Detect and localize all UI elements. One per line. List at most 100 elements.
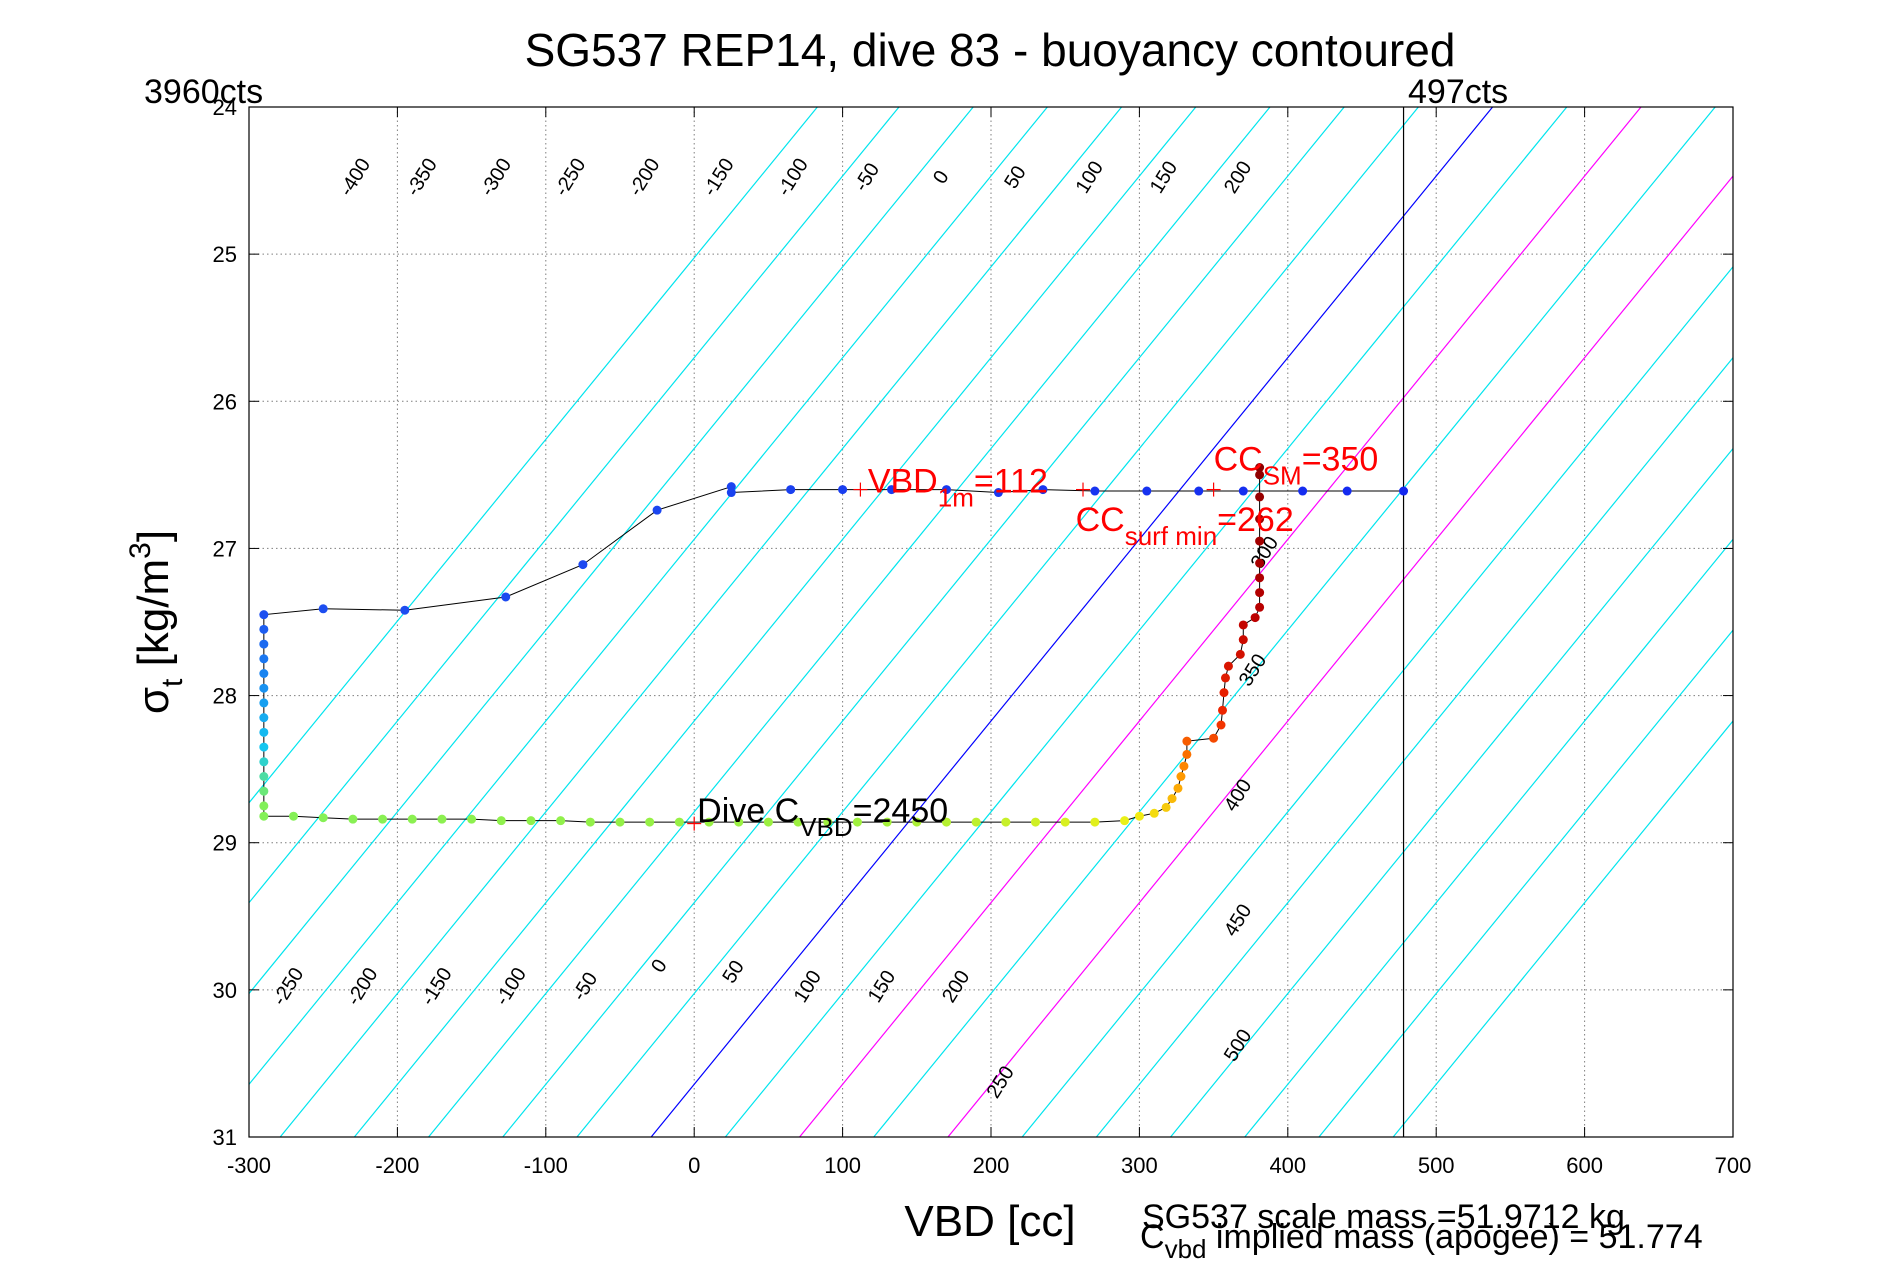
profile-point — [259, 683, 269, 693]
profile-point — [259, 727, 269, 737]
profile-point — [1031, 817, 1041, 827]
contour-line — [1021, 265, 1733, 1137]
profile-point — [1149, 808, 1159, 818]
profile-point — [259, 698, 269, 708]
profile-point — [259, 786, 269, 796]
profile-point — [259, 757, 269, 767]
contour-line — [353, 107, 1197, 1137]
y-label-rest: [kg/m — [129, 559, 178, 679]
profile-point — [1342, 486, 1352, 496]
profile-point — [437, 814, 447, 824]
annotation-main: VBD — [868, 463, 938, 501]
profile-point — [259, 639, 269, 649]
profile-point — [259, 713, 269, 723]
contour-line — [947, 175, 1733, 1137]
profile-point — [1255, 558, 1265, 568]
implied-sub: vbd — [1165, 1234, 1207, 1262]
profile-point — [1218, 705, 1228, 715]
y-tick-label: 29 — [213, 831, 237, 856]
profile-point — [1001, 817, 1011, 827]
reference-marker — [687, 816, 702, 831]
profile-point — [259, 669, 269, 678]
annotation-sub: SM — [1263, 460, 1302, 490]
corner-label-left: 3960cts — [144, 73, 263, 111]
profile-point — [1142, 486, 1152, 496]
profile-point — [526, 816, 536, 826]
profile-point — [887, 485, 897, 495]
contour-label: -400 — [46, 964, 86, 1010]
profile-point — [763, 817, 773, 827]
profile-point — [1399, 486, 1409, 496]
profile-point — [1194, 486, 1204, 496]
profile-point — [1090, 817, 1100, 827]
x-tick-label: 200 — [973, 1153, 1010, 1178]
profile-point — [407, 814, 417, 824]
contour-line — [1244, 538, 1733, 1137]
profile-point — [259, 772, 269, 781]
contour-line — [724, 107, 1568, 1137]
x-tick-label: 400 — [1269, 1153, 1306, 1178]
y-axis-label: σt [kg/m3] — [124, 530, 189, 714]
contour-line — [249, 107, 818, 804]
annotation-main: CC — [1214, 440, 1263, 478]
contour-line — [502, 107, 1345, 1137]
y-tick-label: 24 — [213, 95, 237, 120]
x-axis-label: VBD [cc] — [904, 1197, 1075, 1246]
contour-line — [1318, 629, 1733, 1137]
profile-point — [259, 801, 269, 811]
contour-line — [1392, 720, 1733, 1137]
profile-point — [823, 817, 833, 827]
profile-point — [1255, 514, 1265, 524]
profile-point — [1167, 794, 1177, 804]
profile-point — [1250, 613, 1260, 623]
x-tick-label: 700 — [1715, 1153, 1752, 1178]
annotation-sub: surf min — [1125, 521, 1217, 551]
profile-point — [259, 654, 269, 664]
annotation-tail: =112 — [974, 463, 1048, 501]
corner-label-right: 497cts — [1408, 73, 1508, 111]
y-label-sup: 3 — [124, 542, 157, 559]
implied-rest: implied mass (apogee) = 51.774 — [1206, 1218, 1702, 1256]
profile-point — [501, 592, 511, 602]
profile-point — [1219, 688, 1229, 698]
profile-point — [1238, 620, 1248, 630]
annotation-main: CC — [1076, 501, 1125, 539]
contour-line — [1095, 356, 1733, 1137]
profile-point — [1255, 588, 1265, 598]
reference-markers — [687, 482, 1221, 831]
contour-line — [428, 107, 1271, 1137]
x-tick-label: -300 — [227, 1153, 271, 1178]
reference-marker — [1076, 482, 1091, 497]
profile-point — [1038, 485, 1048, 495]
profile-point — [259, 624, 269, 634]
annotation-cc-surf-min: CCsurf min=262 — [1076, 501, 1294, 551]
contour-line — [279, 107, 1123, 1137]
profile-point — [1176, 772, 1186, 781]
profile-point — [645, 817, 655, 827]
profile-point — [852, 817, 862, 827]
profile-point — [289, 811, 299, 821]
x-tick-label: 100 — [824, 1153, 861, 1178]
profile-point — [1220, 673, 1230, 683]
profile-point — [674, 817, 684, 827]
profile-point — [882, 817, 892, 827]
profile-point — [259, 610, 269, 620]
profile-point — [786, 485, 796, 495]
profile-point — [704, 817, 714, 827]
profile-point — [1255, 536, 1265, 546]
contour-label: -450 — [0, 1037, 12, 1083]
profile-point — [1255, 602, 1265, 612]
profile-point — [1255, 470, 1265, 480]
profile-point — [496, 816, 506, 826]
profile-point — [1134, 811, 1144, 821]
y-tick-label: 28 — [213, 684, 237, 709]
profile-point — [318, 813, 328, 823]
y-tick-label: 27 — [213, 536, 237, 561]
profile-point — [1238, 635, 1248, 645]
profile-point — [259, 742, 269, 752]
x-tick-label: 500 — [1418, 1153, 1455, 1178]
profile-point — [1060, 817, 1070, 827]
contour-lines — [249, 107, 1733, 1137]
contour-line — [1170, 447, 1733, 1137]
